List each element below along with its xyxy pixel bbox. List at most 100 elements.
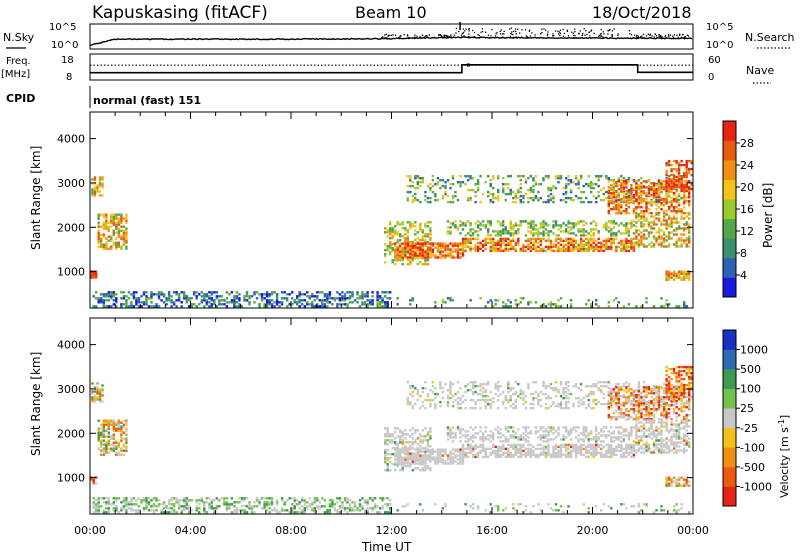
scatter-cell xyxy=(492,305,495,308)
nsearch-point xyxy=(554,30,557,32)
scatter-cell xyxy=(411,443,414,446)
scatter-cell xyxy=(647,233,651,236)
scatter-cell xyxy=(605,455,608,459)
scatter-cell xyxy=(130,301,133,304)
scatter-cell xyxy=(665,185,668,189)
scatter-cell xyxy=(414,239,417,242)
scatter-cell xyxy=(286,499,289,502)
scatter-cell xyxy=(688,231,691,234)
nsearch-point xyxy=(496,31,498,34)
scatter-cell xyxy=(97,507,100,510)
scatter-cell xyxy=(399,247,402,250)
scatter-cell xyxy=(494,455,497,459)
scatter-cell xyxy=(602,224,605,227)
scatter-cell xyxy=(474,400,477,404)
scatter-cell xyxy=(471,381,475,384)
scatter-cell xyxy=(351,509,354,512)
scatter-cell xyxy=(461,460,465,463)
scatter-cell xyxy=(115,305,118,308)
scatter-cell xyxy=(406,235,409,238)
nsearch-point xyxy=(642,37,645,39)
scatter-cell xyxy=(233,305,236,308)
scatter-cell xyxy=(411,194,414,198)
scatter-cell xyxy=(92,305,95,308)
scatter-cell xyxy=(688,235,691,238)
scatter-cell xyxy=(366,293,369,296)
scatter-cell xyxy=(120,303,123,306)
scatter-cell xyxy=(665,194,668,197)
scatter-cell xyxy=(672,229,676,232)
scatter-cell xyxy=(645,186,648,189)
colorbar-tick-label: 24 xyxy=(740,159,754,172)
scatter-cell xyxy=(98,176,102,179)
scatter-cell xyxy=(610,455,613,459)
scatter-cell xyxy=(612,237,615,241)
scatter-cell xyxy=(371,291,374,294)
scatter-cell xyxy=(595,247,598,251)
scatter-cell xyxy=(574,239,578,243)
scatter-cell xyxy=(233,303,236,306)
scatter-cell xyxy=(547,438,550,441)
scatter-cell xyxy=(436,181,440,184)
scatter-cell xyxy=(439,458,442,461)
nsearch-point xyxy=(558,33,560,35)
scatter-cell xyxy=(542,237,545,241)
scatter-cell xyxy=(489,198,492,202)
scatter-cell xyxy=(542,445,545,449)
scatter-cell xyxy=(642,192,646,195)
scatter-cell xyxy=(419,177,422,180)
scatter-cell xyxy=(544,222,548,225)
scatter-cell xyxy=(499,449,502,453)
scatter-cell xyxy=(286,297,289,300)
scatter-cell xyxy=(356,297,359,300)
scatter-cell xyxy=(509,445,512,449)
scatter-cell xyxy=(595,453,598,457)
scatter-cell xyxy=(95,511,98,514)
nsearch-point xyxy=(526,36,528,38)
scatter-cell xyxy=(424,439,427,442)
scatter-cell xyxy=(650,186,653,189)
nsearch-point xyxy=(381,37,383,39)
scatter-cell xyxy=(117,219,120,222)
scatter-cell xyxy=(115,223,118,226)
scatter-cell xyxy=(411,242,414,245)
scatter-cell xyxy=(499,245,502,249)
scatter-cell xyxy=(662,245,666,248)
scatter-cell xyxy=(630,224,633,227)
nsearch-point xyxy=(513,30,515,32)
scatter-cell xyxy=(363,501,367,504)
scatter-cell xyxy=(449,222,452,225)
scatter-cell xyxy=(125,303,128,306)
scatter-cell xyxy=(130,499,133,502)
scatter-cell xyxy=(414,177,417,180)
scatter-cell xyxy=(688,237,691,240)
scatter-cell xyxy=(632,453,636,457)
scatter-cell xyxy=(617,432,620,435)
scatter-cell xyxy=(233,501,236,504)
scatter-cell xyxy=(549,428,553,431)
scatter-cell xyxy=(414,233,417,236)
scatter-cell xyxy=(590,228,593,231)
scatter-cell xyxy=(610,445,613,449)
scatter-cell xyxy=(459,432,462,435)
scatter-cell xyxy=(371,507,374,510)
scatter-cell xyxy=(657,213,661,216)
scatter-cell xyxy=(479,222,482,225)
scatter-cell xyxy=(585,230,588,233)
scatter-cell xyxy=(464,237,467,241)
scatter-cell xyxy=(105,295,108,298)
scatter-cell xyxy=(529,449,533,453)
scatter-cell xyxy=(562,186,565,190)
scatter-cell xyxy=(471,507,475,510)
scatter-cell xyxy=(547,449,550,453)
scatter-cell xyxy=(411,299,414,302)
scatter-cell xyxy=(683,270,686,273)
scatter-cell xyxy=(630,192,633,195)
scatter-cell xyxy=(92,480,95,483)
scatter-cell xyxy=(652,190,656,193)
scatter-cell xyxy=(233,509,236,512)
scatter-cell xyxy=(469,245,472,249)
scatter-cell xyxy=(120,235,123,238)
nsearch-point xyxy=(468,33,470,35)
scatter-cell xyxy=(361,301,364,304)
